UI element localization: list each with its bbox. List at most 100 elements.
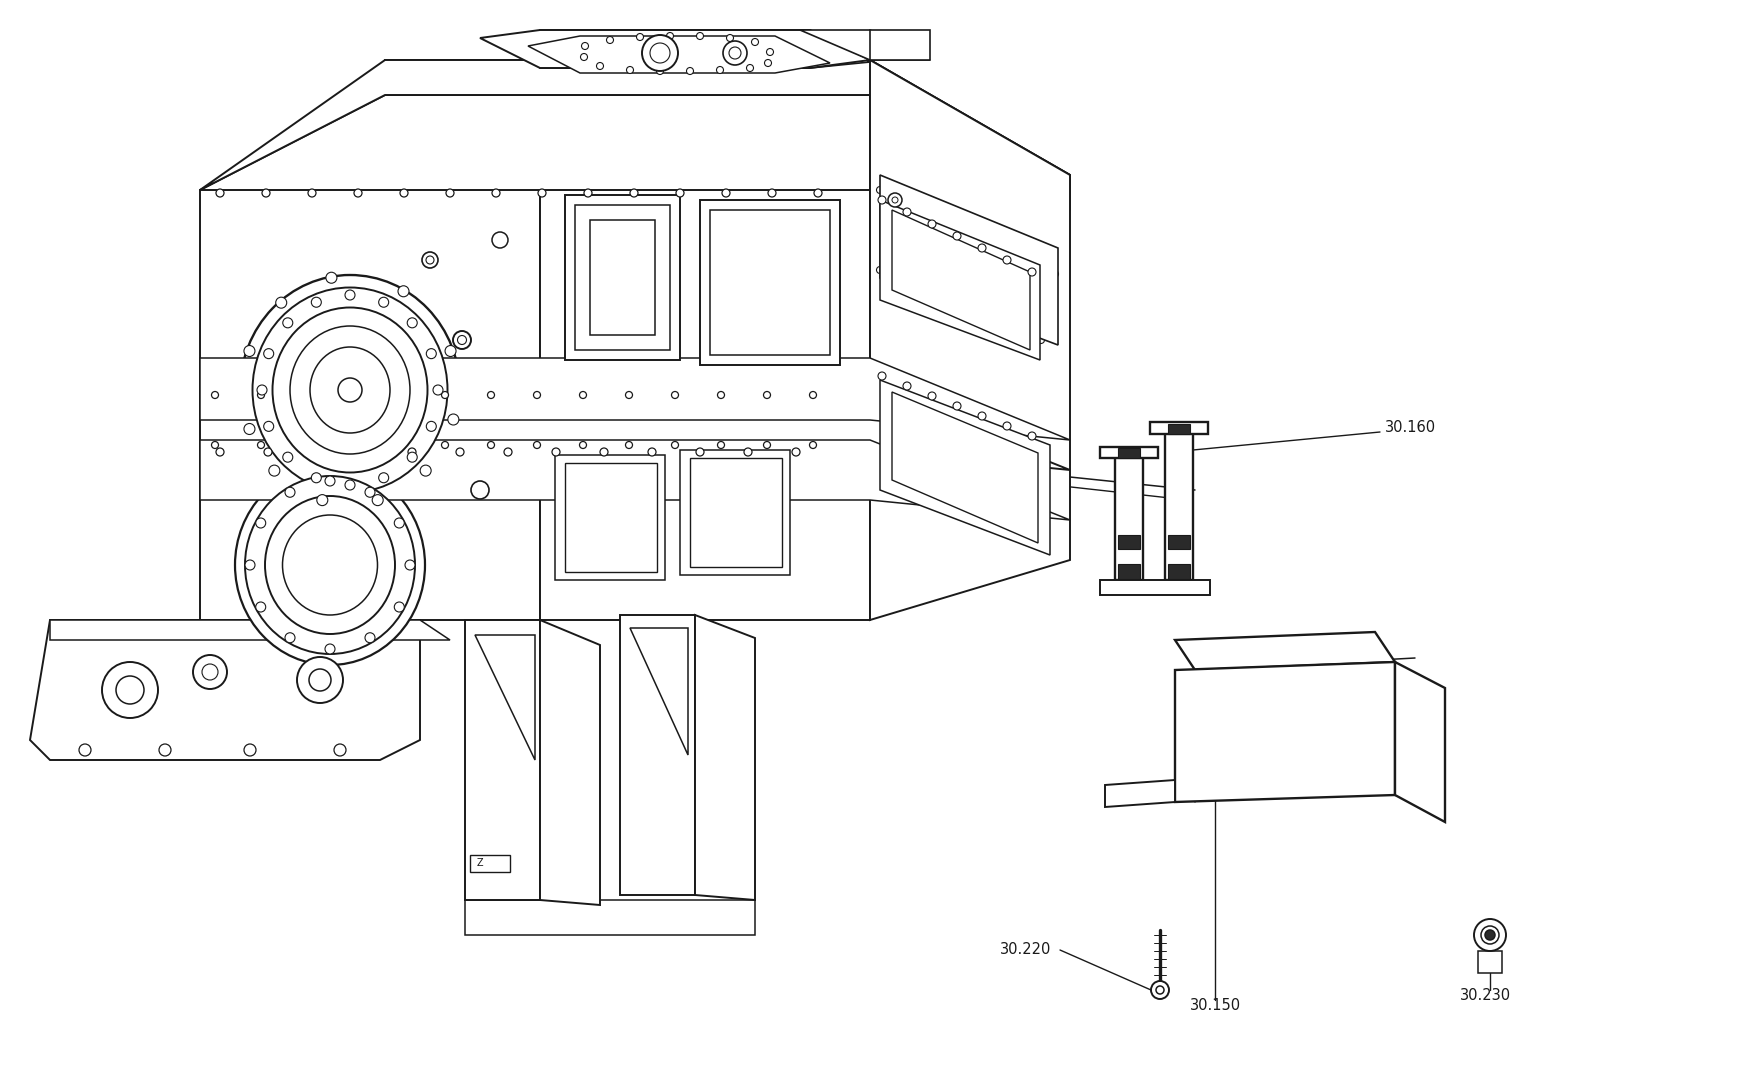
Circle shape [202,664,217,681]
Circle shape [78,744,90,756]
Polygon shape [880,200,1040,360]
Circle shape [581,54,588,61]
Circle shape [534,392,541,398]
Polygon shape [539,30,870,68]
Circle shape [746,64,753,72]
Polygon shape [539,620,600,905]
Circle shape [1002,422,1010,430]
Circle shape [487,442,494,448]
Circle shape [264,349,273,358]
Circle shape [676,189,683,197]
Circle shape [922,287,929,293]
Circle shape [903,382,911,389]
Circle shape [212,442,219,448]
Circle shape [492,189,499,197]
Circle shape [311,448,320,456]
Polygon shape [464,620,539,900]
Circle shape [452,331,471,349]
Circle shape [487,392,494,398]
Circle shape [297,657,343,703]
Polygon shape [1099,447,1158,458]
Circle shape [212,392,219,398]
Circle shape [426,349,436,358]
Text: 30.160: 30.160 [1384,421,1435,435]
Circle shape [1002,256,1010,264]
Circle shape [977,244,986,253]
Circle shape [285,487,296,498]
Circle shape [216,189,224,197]
Polygon shape [200,440,1069,520]
Circle shape [316,494,327,506]
Polygon shape [200,60,1069,190]
Circle shape [400,189,407,197]
Ellipse shape [264,496,395,635]
Polygon shape [870,60,1069,620]
Circle shape [600,448,607,456]
Circle shape [407,318,417,327]
Circle shape [334,744,346,756]
Circle shape [344,290,355,300]
Circle shape [442,392,449,398]
Polygon shape [1115,455,1143,580]
Circle shape [642,35,678,71]
Circle shape [263,189,270,197]
Circle shape [927,392,936,400]
Circle shape [103,662,158,718]
Circle shape [976,234,983,242]
Polygon shape [1395,662,1443,822]
Circle shape [878,372,885,380]
Circle shape [283,453,292,462]
Circle shape [767,189,776,197]
Polygon shape [539,190,870,620]
Circle shape [158,744,170,756]
Polygon shape [1118,535,1139,549]
Polygon shape [475,635,534,760]
Circle shape [944,296,951,304]
Ellipse shape [282,515,377,615]
Circle shape [763,392,770,398]
Polygon shape [800,30,929,60]
Circle shape [270,465,280,476]
Circle shape [723,41,746,65]
Circle shape [687,67,694,75]
Circle shape [969,306,976,314]
Circle shape [814,189,821,197]
Circle shape [471,482,489,499]
Polygon shape [30,620,419,760]
Polygon shape [880,380,1049,555]
Circle shape [727,34,734,42]
Circle shape [1483,930,1494,941]
Circle shape [257,385,266,395]
Circle shape [809,392,816,398]
Polygon shape [200,358,1069,440]
Circle shape [729,47,741,59]
Circle shape [716,66,723,74]
Circle shape [504,448,511,456]
Circle shape [398,286,409,296]
Circle shape [117,676,144,704]
Circle shape [395,518,403,528]
Circle shape [744,448,751,456]
Circle shape [534,442,541,448]
Polygon shape [384,60,1069,210]
Circle shape [365,632,376,643]
Circle shape [344,480,355,490]
Circle shape [243,424,256,434]
Circle shape [372,494,383,506]
Polygon shape [480,30,870,68]
Circle shape [325,644,336,654]
Circle shape [303,392,310,398]
Circle shape [696,448,704,456]
Polygon shape [1099,580,1209,595]
Circle shape [925,211,932,217]
Circle shape [951,223,958,229]
Polygon shape [630,628,687,755]
Circle shape [878,196,885,204]
Ellipse shape [290,326,410,454]
Polygon shape [565,195,680,360]
Circle shape [442,442,449,448]
Circle shape [325,272,337,284]
Circle shape [379,473,388,483]
Circle shape [256,602,266,612]
Polygon shape [1118,448,1139,458]
